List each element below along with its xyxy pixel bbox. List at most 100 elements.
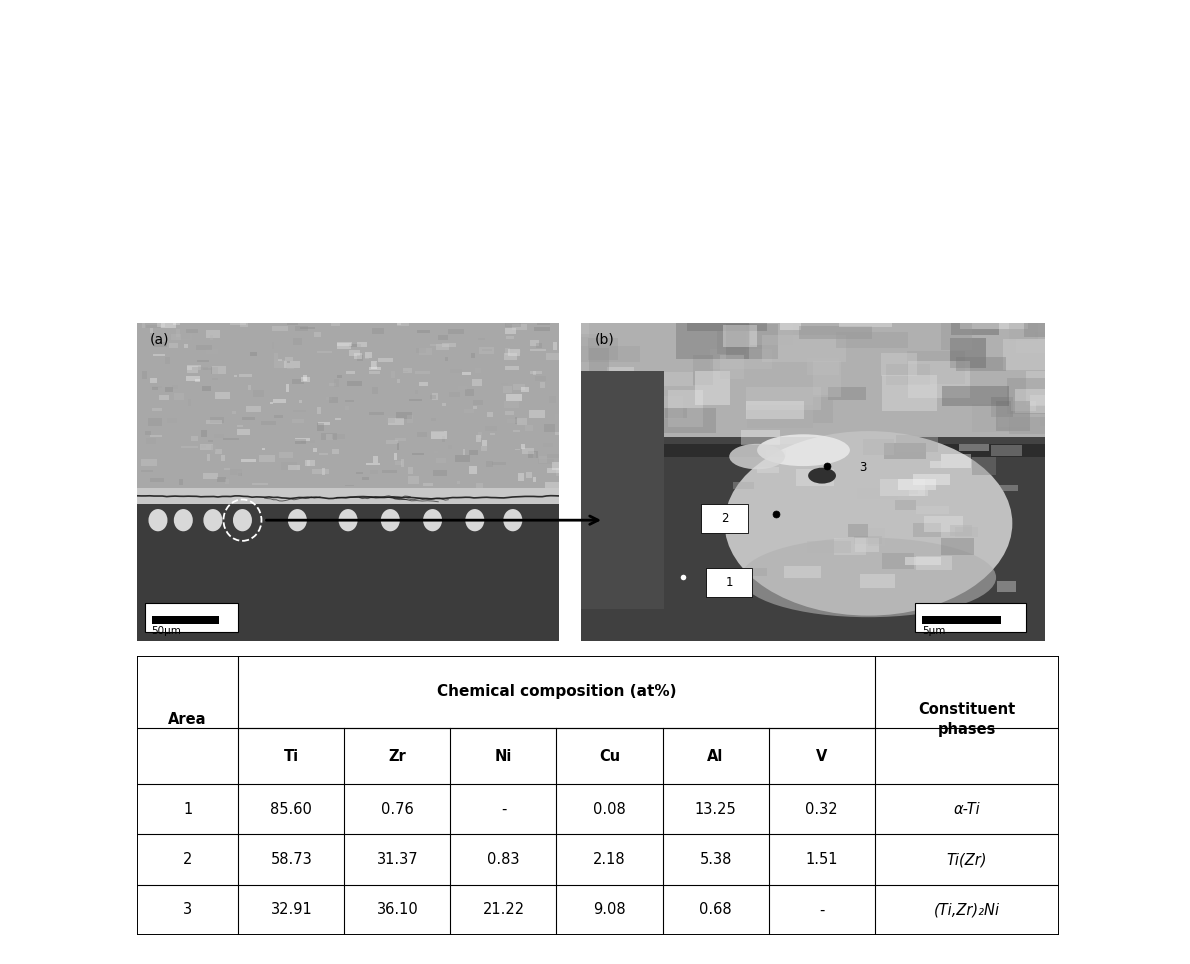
Bar — [231, 323, 246, 325]
Bar — [720, 355, 744, 380]
Bar — [211, 416, 224, 423]
Bar — [481, 318, 497, 323]
Bar — [950, 524, 972, 536]
Text: 13.25: 13.25 — [695, 802, 737, 817]
Bar — [397, 379, 400, 384]
Bar — [458, 386, 468, 389]
Bar — [947, 300, 973, 315]
Bar — [221, 455, 225, 461]
Bar — [154, 354, 165, 356]
Bar — [187, 366, 199, 373]
Bar — [307, 460, 309, 467]
Bar — [482, 446, 487, 451]
Bar — [278, 359, 282, 361]
Bar — [991, 397, 1013, 416]
Bar — [904, 556, 940, 565]
Bar — [710, 349, 772, 369]
Bar — [706, 568, 752, 597]
Bar — [557, 469, 566, 476]
Bar — [643, 292, 687, 310]
Bar — [137, 323, 559, 489]
Bar — [412, 453, 424, 455]
Bar — [357, 342, 367, 347]
Bar — [1010, 401, 1036, 412]
Bar — [154, 342, 167, 347]
Bar — [471, 353, 475, 358]
Bar — [530, 349, 546, 351]
Bar — [476, 436, 481, 442]
Text: 85.60: 85.60 — [270, 802, 312, 817]
Bar — [237, 471, 242, 476]
Bar — [152, 388, 158, 389]
Bar — [408, 399, 421, 401]
Bar — [145, 602, 238, 631]
Bar — [334, 417, 342, 419]
Text: V: V — [816, 749, 827, 763]
Bar — [476, 484, 483, 488]
Bar — [556, 414, 563, 420]
Bar — [150, 378, 157, 383]
Bar — [1009, 417, 1063, 434]
Bar — [271, 326, 288, 332]
Bar — [695, 371, 729, 405]
Bar — [181, 333, 190, 339]
Bar — [238, 473, 243, 476]
Bar — [274, 353, 278, 361]
Bar — [443, 403, 446, 407]
Bar — [369, 412, 384, 415]
Bar — [148, 418, 162, 426]
Bar — [463, 448, 465, 456]
Bar — [540, 382, 545, 388]
Bar — [206, 349, 218, 354]
Bar — [784, 566, 821, 577]
Bar — [225, 479, 230, 484]
Bar — [536, 376, 546, 381]
Ellipse shape — [174, 509, 193, 531]
Bar — [408, 476, 419, 484]
Bar — [813, 395, 833, 423]
Text: 0.32: 0.32 — [806, 802, 838, 817]
Bar — [857, 488, 897, 499]
Bar — [882, 552, 914, 569]
Bar — [513, 384, 525, 390]
Bar — [568, 335, 610, 350]
Ellipse shape — [203, 509, 223, 531]
Text: 3: 3 — [859, 461, 866, 474]
Bar — [1003, 339, 1048, 370]
Bar — [956, 526, 978, 538]
Bar — [224, 468, 230, 469]
Bar — [372, 388, 378, 394]
Text: 1.51: 1.51 — [806, 852, 838, 867]
Text: 36.10: 36.10 — [376, 902, 418, 918]
Ellipse shape — [339, 509, 357, 531]
Bar — [212, 445, 217, 452]
Bar — [202, 473, 218, 479]
Text: 58.73: 58.73 — [270, 852, 312, 867]
Bar — [162, 321, 176, 328]
Bar — [506, 321, 519, 326]
Bar — [262, 448, 264, 450]
Bar — [301, 377, 309, 382]
Bar — [390, 371, 395, 378]
Bar — [431, 344, 444, 346]
Bar — [676, 323, 749, 359]
Bar — [469, 450, 478, 455]
Bar — [530, 340, 539, 346]
Bar — [1048, 380, 1084, 412]
Bar — [242, 417, 256, 420]
Bar — [280, 452, 293, 458]
Bar — [455, 455, 470, 462]
Bar — [1031, 395, 1054, 406]
Bar — [252, 483, 268, 485]
Bar — [376, 362, 392, 366]
Bar — [552, 462, 559, 469]
Bar — [170, 334, 181, 340]
Bar — [382, 469, 397, 473]
Bar — [187, 376, 200, 381]
Bar — [314, 332, 321, 337]
Bar — [518, 473, 524, 481]
Bar — [234, 375, 237, 377]
Bar — [186, 329, 198, 333]
Bar — [312, 469, 328, 474]
Bar — [545, 482, 560, 488]
